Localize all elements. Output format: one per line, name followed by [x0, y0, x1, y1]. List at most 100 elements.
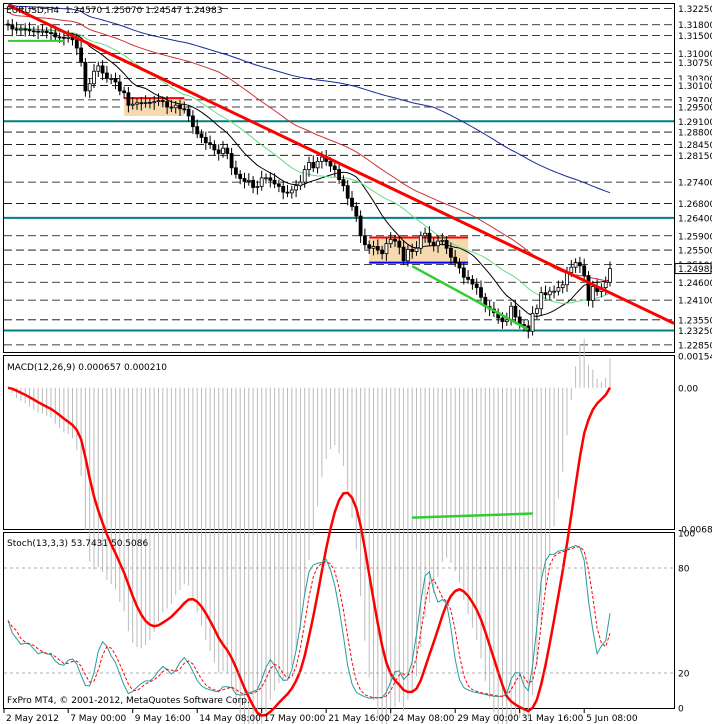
price-label-box	[675, 57, 711, 68]
macd-title: MACD(12,26,9) 0.000657 0.000210	[7, 363, 167, 373]
candle-body	[393, 238, 397, 242]
price-label-box	[675, 277, 711, 288]
candle-body	[543, 292, 548, 296]
candle-body	[556, 287, 561, 292]
price-label: 1.28450	[678, 141, 712, 151]
candle-body	[18, 28, 23, 31]
candle-body	[229, 153, 234, 169]
stoch-title: Stoch(13,3,3) 53.7431 50.5086	[7, 539, 148, 549]
macd-axis-label: 0.00	[678, 384, 698, 394]
price-label: 1.28800	[678, 129, 712, 139]
candle-body	[122, 90, 126, 94]
macd-divergence-line	[412, 512, 533, 519]
candle-body	[569, 266, 574, 274]
candle-body	[212, 144, 217, 151]
candle-body	[44, 30, 49, 34]
price-label: 1.29700	[678, 96, 712, 106]
macd-panel: 0.00154 0.00 -0.00685	[7, 338, 712, 724]
time-label: 17 May 00:00	[264, 714, 326, 724]
price-grid	[4, 8, 674, 346]
candle-body	[281, 186, 286, 193]
candle-body	[479, 287, 483, 298]
price-label-box	[675, 177, 711, 188]
price-label-box	[675, 48, 711, 59]
candle-body	[448, 247, 453, 258]
candle-body	[178, 104, 182, 110]
candle-body	[371, 246, 376, 249]
candle-body	[337, 169, 342, 181]
time-label: 21 May 16:00	[328, 714, 390, 724]
stoch-signal-line	[7, 546, 611, 699]
candle-body	[418, 235, 423, 249]
price-label: 1.29500	[678, 104, 712, 114]
candle-body	[354, 206, 359, 217]
candle-body	[186, 108, 191, 117]
candle-body	[160, 100, 165, 103]
candle-body	[259, 177, 264, 187]
candle-body	[410, 248, 415, 252]
candle-body	[57, 36, 62, 39]
candle-body	[156, 100, 161, 103]
candle-body	[268, 177, 273, 181]
moving-average-line	[7, 11, 611, 282]
stoch-main-line	[7, 545, 611, 699]
candle-body	[113, 77, 118, 83]
candle-body	[255, 186, 260, 188]
macd-axis-label: 0.00154	[678, 353, 712, 363]
candle-body	[307, 162, 311, 170]
candle-body	[130, 103, 135, 106]
price-label-box	[675, 19, 711, 30]
candle-body	[135, 102, 139, 105]
candle-body	[414, 247, 419, 252]
candle-body	[182, 108, 187, 111]
candle-body	[251, 179, 256, 188]
candle-body	[208, 142, 213, 145]
candle-body	[298, 181, 303, 187]
price-label: 1.30100	[678, 82, 712, 92]
price-label: 1.24100	[678, 297, 712, 307]
stoch-axis-label: 80	[678, 565, 690, 575]
price-label: 1.24600	[678, 279, 712, 289]
candle-body	[238, 173, 243, 179]
price-label: 1.24983	[678, 265, 712, 275]
candle-body	[388, 238, 393, 245]
stoch-axis-label: 0	[678, 705, 684, 715]
candle-body	[96, 65, 101, 72]
price-label: 1.23250	[678, 327, 712, 337]
candle-body	[461, 267, 466, 278]
candle-body	[375, 246, 380, 251]
candle-body	[49, 32, 53, 35]
candle-body	[31, 30, 36, 33]
price-label-box	[675, 230, 711, 241]
stoch-panel: 100 80 20 0	[4, 530, 695, 715]
candle-body	[384, 243, 389, 255]
candle-body	[350, 197, 354, 207]
candle-body	[367, 244, 372, 249]
price-label: 1.31000	[678, 50, 712, 60]
time-label: 9 May 16:00	[135, 714, 191, 724]
candle-body	[23, 28, 28, 31]
candle-body	[294, 185, 299, 191]
candle-body	[216, 149, 221, 154]
price-panel-border	[3, 3, 675, 353]
candle-body	[139, 102, 144, 105]
candle-body	[444, 240, 449, 249]
candle-body	[578, 262, 582, 267]
candle-body	[457, 262, 462, 269]
candle-body	[401, 246, 406, 262]
price-label-box	[675, 295, 711, 306]
candle-body	[453, 256, 458, 263]
time-axis: 2 May 2012 7 May 00:00 9 May 16:00 14 May 0…	[3, 708, 638, 724]
price-label-box	[675, 94, 711, 105]
price-label: 1.32250	[678, 5, 712, 15]
candle-body	[565, 272, 569, 286]
price-label: 1.25900	[678, 232, 712, 242]
candle-body	[6, 23, 10, 26]
price-label-box	[675, 80, 711, 91]
candle-body	[272, 179, 277, 185]
price-label: 1.30300	[678, 75, 712, 85]
price-label-box	[675, 314, 711, 325]
moving-average-line	[7, 2, 611, 194]
stoch-axis-label: 100	[678, 530, 695, 540]
candle-body	[405, 248, 410, 262]
